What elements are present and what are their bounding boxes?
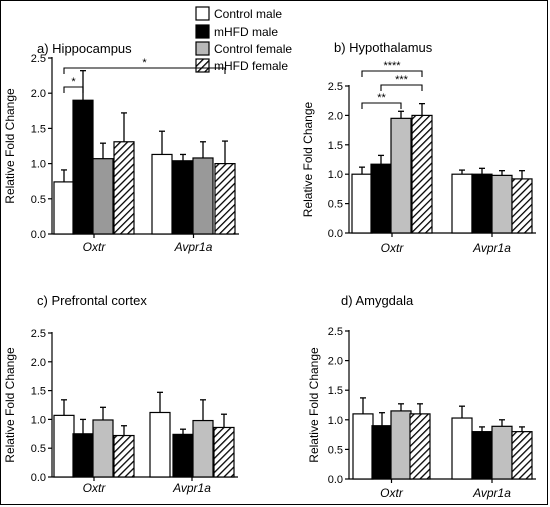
bar-control-female-oxtr: [92, 158, 114, 235]
significance-bracket: [63, 67, 226, 74]
significance-label: *: [142, 57, 147, 69]
bar-control-female-oxtr: [92, 419, 114, 478]
y-tick-label: 2.0: [328, 110, 343, 122]
y-tick-label: 2.0: [31, 88, 46, 100]
y-axis-label: Relative Fold Change: [307, 347, 321, 463]
bar-mhfd-female-oxtr: [411, 114, 433, 234]
bar-mhfd-male-avpr1a: [471, 173, 493, 234]
y-tick-label: 1.0: [31, 159, 46, 171]
category-label-oxtr: Oxtr: [380, 486, 404, 500]
y-tick-label: 1.0: [328, 415, 343, 427]
bar-mhfd-male-avpr1a: [471, 431, 493, 480]
bar-control-female-avpr1a: [491, 425, 513, 480]
legend-swatch-control-female: [195, 41, 210, 56]
y-tick-label: 0.0: [328, 228, 343, 240]
legend-label-control-female: Control female: [214, 42, 292, 56]
panel-hippocampus: 0.0 0.5 1.0 1.5 2.0 2.5 Relative Fold Change Ox…: [3, 53, 239, 254]
bar-control-male-avpr1a: [149, 411, 171, 478]
bar-mhfd-male-oxtr: [72, 433, 94, 478]
panel-prefrontal: 0.0 0.5 1.0 1.5 2.0 2.5 Relative Fold Change Ox…: [3, 328, 238, 495]
panel-amygdala: 0.0 0.5 1.0 1.5 2.0 2.5 Relative Fold Change Ox…: [307, 326, 536, 500]
y-tick-label: 0.5: [328, 199, 343, 211]
y-tick-label: 0.5: [31, 443, 46, 455]
y-tick-label: 1.5: [31, 386, 46, 398]
significance-label: ***: [395, 74, 409, 86]
bar-control-male-avpr1a: [151, 153, 173, 235]
category-label-oxtr: Oxtr: [83, 481, 107, 495]
y-axis-label: Relative Fold Change: [301, 101, 315, 217]
legend: Control male mHFD male Control female mH…: [195, 6, 292, 73]
category-label-avpr1a: Avpr1a: [174, 240, 213, 254]
significance-label: ****: [383, 60, 401, 72]
bar-control-male-oxtr: [53, 181, 75, 235]
panels: 0.0 0.5 1.0 1.5 2.0 2.5 Relative Fold Change Ox…: [3, 53, 536, 500]
bar-control-male-oxtr: [352, 413, 374, 480]
bar-mhfd-male-avpr1a: [172, 160, 194, 235]
panel-title-d: d) Amygdala: [341, 293, 414, 308]
category-label-avpr1a: Avpr1a: [472, 241, 511, 255]
bar-mhfd-female-oxtr: [113, 141, 135, 235]
bar-mhfd-male-avpr1a: [172, 433, 194, 478]
panel-title-a: a) Hippocampus: [37, 41, 132, 56]
y-axis-label: Relative Fold Change: [3, 347, 17, 463]
bar-mhfd-female-avpr1a: [214, 163, 236, 235]
bar-mhfd-female-avpr1a: [511, 431, 533, 480]
bar-control-female-oxtr: [390, 410, 412, 480]
y-tick-label: 2.5: [31, 53, 46, 65]
y-tick-label: 0.0: [31, 472, 46, 484]
y-tick-label: 0.5: [328, 444, 343, 456]
bar-control-female-avpr1a: [491, 174, 513, 234]
y-tick-label: 1.5: [31, 123, 46, 135]
bar-control-male-avpr1a: [451, 417, 473, 480]
significance-bracket: [63, 86, 84, 93]
y-tick-label: 2.0: [328, 356, 343, 368]
significance-label: **: [377, 92, 386, 104]
legend-swatch-mhfd-male: [195, 24, 210, 39]
bar-control-male-oxtr: [53, 414, 75, 478]
bar-control-male-avpr1a: [451, 173, 473, 234]
y-axis-label: Relative Fold Change: [3, 88, 17, 204]
significance-bracket: [361, 70, 423, 77]
y-tick-label: 1.0: [328, 169, 343, 181]
significance-label: *: [71, 76, 76, 88]
significance-bracket: [361, 102, 402, 109]
significance-bracket: [380, 84, 423, 91]
bar-mhfd-male-oxtr: [370, 163, 392, 234]
bar-control-male-oxtr: [351, 173, 373, 234]
panel-title-b: b) Hypothalamus: [334, 40, 433, 55]
legend-label-control-male: Control male: [214, 7, 282, 21]
bar-mhfd-female-oxtr: [113, 434, 135, 478]
legend-label-mhfd-female: mHFD female: [214, 59, 288, 73]
bar-control-female-avpr1a: [192, 419, 214, 478]
category-label-avpr1a: Avpr1a: [172, 481, 211, 495]
bar-mhfd-male-oxtr: [72, 99, 94, 235]
bar-control-female-oxtr: [390, 117, 412, 234]
bar-mhfd-female-avpr1a: [213, 426, 235, 478]
bar-control-female-avpr1a: [192, 157, 214, 235]
bar-mhfd-female-avpr1a: [511, 178, 533, 234]
legend-swatch-mhfd-female: [195, 58, 210, 73]
y-tick-label: 1.0: [31, 414, 46, 426]
category-label-avpr1a: Avpr1a: [472, 486, 511, 500]
y-tick-label: 0.5: [31, 194, 46, 206]
bar-mhfd-female-oxtr: [409, 413, 431, 480]
y-tick-label: 1.5: [328, 140, 343, 152]
category-label-oxtr: Oxtr: [83, 240, 107, 254]
y-tick-label: 1.5: [328, 385, 343, 397]
y-tick-label: 2.0: [31, 357, 46, 369]
y-tick-label: 2.5: [328, 326, 343, 338]
panel-hypothalamus: 0.0 0.5 1.0 1.5 2.0 2.5 Relative Fold Change Ox…: [301, 60, 536, 255]
y-tick-label: 2.5: [31, 328, 46, 340]
y-tick-label: 0.0: [328, 474, 343, 486]
y-tick-label: 2.5: [328, 81, 343, 93]
bar-mhfd-male-oxtr: [371, 425, 393, 480]
legend-swatch-control-male: [195, 6, 210, 21]
panel-title-c: c) Prefrontal cortex: [37, 293, 147, 308]
y-tick-label: 0.0: [31, 229, 46, 241]
category-label-oxtr: Oxtr: [381, 241, 405, 255]
legend-label-mhfd-male: mHFD male: [214, 25, 278, 39]
